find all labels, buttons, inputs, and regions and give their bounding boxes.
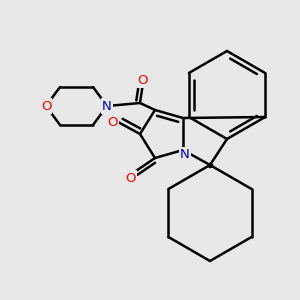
Text: O: O — [126, 172, 136, 184]
Text: N: N — [180, 148, 190, 161]
Text: O: O — [108, 116, 118, 128]
Text: N: N — [102, 100, 112, 112]
Text: O: O — [41, 100, 51, 112]
Text: O: O — [138, 74, 148, 86]
